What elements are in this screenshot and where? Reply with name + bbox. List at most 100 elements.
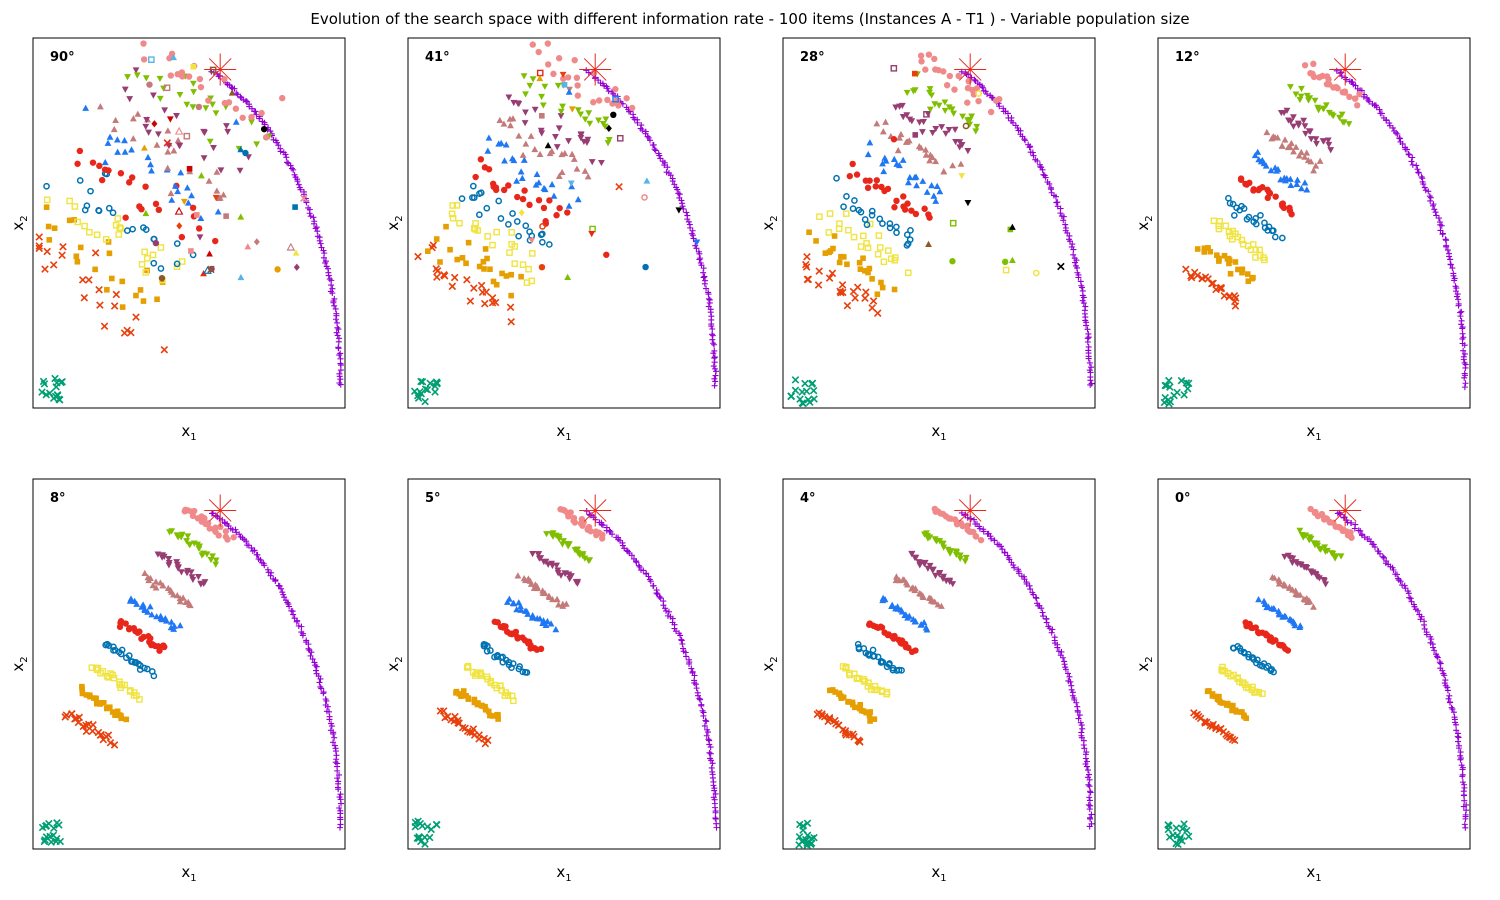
reference-star [954, 494, 987, 527]
generation-point [453, 202, 461, 209]
generation-point [499, 270, 505, 277]
generation-point [35, 233, 44, 241]
generation-point [168, 196, 176, 203]
generation-point [528, 614, 536, 621]
reference-star [579, 494, 612, 527]
generation-point [535, 551, 543, 558]
pareto-point [1414, 607, 1421, 614]
generation-point [152, 584, 160, 591]
generation-point [1325, 141, 1333, 149]
pareto-point [712, 378, 719, 385]
generation-point [471, 696, 478, 703]
generation-point [160, 85, 167, 92]
generation-point [174, 126, 184, 135]
pareto-point [1086, 783, 1093, 790]
pareto-point [1062, 221, 1069, 228]
generation-point [189, 104, 197, 111]
generation-point [907, 227, 914, 234]
generation-point [1009, 256, 1016, 263]
pareto-point [1080, 300, 1087, 307]
pareto-point [1046, 625, 1053, 632]
pareto-point [1435, 215, 1442, 222]
pareto-point [1078, 722, 1085, 729]
generation-point [558, 150, 566, 158]
angle-label: 4° [800, 491, 816, 506]
generation-point [973, 85, 981, 92]
generation-point [46, 237, 53, 243]
generation-point [882, 157, 890, 164]
pareto-point [664, 612, 671, 619]
generation-point [212, 237, 219, 245]
pareto-point [331, 302, 338, 309]
generation-point [539, 222, 546, 230]
generation-point [1194, 246, 1201, 252]
generation-point [522, 140, 530, 147]
generation-point [480, 642, 488, 650]
generation-point [459, 255, 466, 261]
generation-point [173, 260, 181, 268]
generation-point [1272, 637, 1279, 644]
generation-point [205, 177, 213, 184]
anchor-point [1176, 835, 1184, 844]
pareto-point [316, 679, 323, 686]
generation-point [449, 214, 457, 222]
reference-star [1329, 53, 1362, 86]
generation-point [1274, 165, 1282, 173]
generation-point [104, 286, 110, 293]
pareto-point [1067, 678, 1074, 685]
generation-point [1206, 688, 1212, 694]
x-axis-subscript: 1 [940, 432, 946, 443]
generation-point [51, 225, 58, 232]
generation-point [548, 181, 556, 188]
generation-point [896, 134, 903, 141]
generation-point [248, 113, 255, 121]
generation-point [144, 255, 151, 262]
generation-point [505, 221, 512, 228]
generation-point [112, 221, 120, 229]
generation-point [1215, 225, 1223, 233]
pareto-point [310, 214, 317, 221]
generation-point [946, 72, 954, 80]
generation-point [1354, 102, 1361, 109]
pareto-point [1338, 69, 1345, 76]
generation-point [843, 301, 852, 310]
generation-point [134, 629, 141, 636]
pareto-point [662, 605, 669, 612]
generation-point [134, 110, 142, 117]
generation-point [867, 718, 873, 724]
anchor-point [808, 380, 816, 388]
x-axis-label: x1 [181, 422, 196, 443]
pareto-point [1087, 789, 1094, 796]
pareto-point [1086, 823, 1093, 830]
generation-point [565, 88, 573, 95]
generation-point [66, 217, 73, 224]
pareto-point [1086, 794, 1093, 801]
anchor-point [1177, 376, 1186, 385]
pareto-point [232, 526, 239, 533]
generation-point [148, 56, 155, 63]
generation-point [869, 297, 878, 305]
generation-point [170, 147, 178, 154]
generation-point [532, 181, 540, 188]
anchor-point [420, 833, 429, 842]
generation-point [1339, 119, 1347, 126]
generation-point [144, 665, 151, 673]
pareto-point [976, 525, 983, 532]
y-axis-label: x2 [1134, 656, 1155, 671]
pareto-point [324, 703, 331, 710]
generation-point [921, 205, 928, 212]
generation-point [880, 167, 888, 175]
generation-point [214, 208, 222, 215]
generation-point [604, 96, 611, 104]
anchor-point [418, 378, 427, 386]
x-axis-label: x1 [1306, 863, 1321, 884]
generation-point [242, 149, 249, 157]
generation-point [850, 233, 858, 241]
generation-point [1236, 206, 1244, 214]
pareto-point [598, 521, 605, 528]
generation-point [845, 226, 852, 234]
pareto-point [706, 741, 713, 748]
pareto-point [1027, 586, 1034, 593]
generation-point [133, 600, 141, 607]
generation-point [545, 61, 552, 68]
